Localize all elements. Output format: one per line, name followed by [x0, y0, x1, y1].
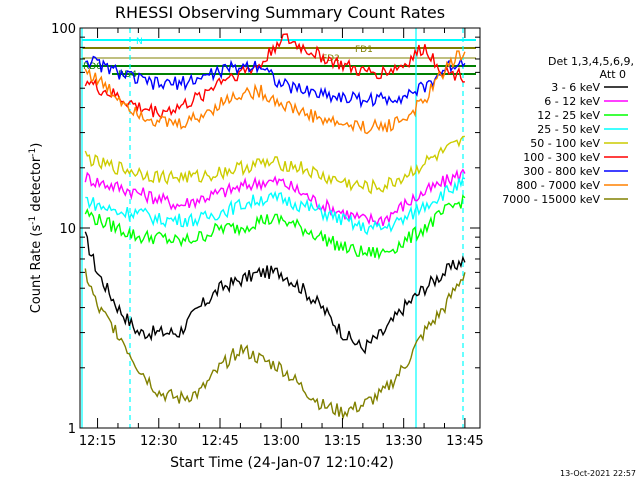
annotation-fd1: FD1: [355, 45, 373, 55]
x-tick-label: 12:45: [201, 434, 238, 449]
legend-label: 6 - 12 keV: [544, 95, 600, 108]
y-axis-label-close: ): [29, 143, 44, 148]
y-tick-label: 10: [59, 222, 76, 237]
legend-label: 100 - 300 keV: [523, 151, 600, 164]
series-line: [84, 268, 466, 421]
series-line: [84, 168, 466, 227]
annotation-n: N: [136, 37, 143, 47]
y-axis-label-main: Count Rate (s: [29, 225, 44, 314]
series-line: [85, 176, 466, 236]
annotation-rd4: RD4: [118, 70, 137, 80]
series-line: [84, 194, 466, 260]
legend-header-2: Att 0: [600, 68, 626, 81]
series-line: [84, 50, 466, 135]
y-tick-label: 100: [51, 22, 76, 37]
legend-label: 7000 - 15000 keV: [502, 193, 600, 206]
x-tick-label: 13:45: [446, 434, 483, 449]
series-group: [84, 33, 466, 421]
x-axis: 12:15 12:30 12:45 13:00 13:15 13:30 13:45: [79, 28, 484, 449]
x-tick-label: 13:30: [385, 434, 422, 449]
y-axis-label-sup: -1: [28, 216, 38, 225]
legend-label: 3 - 6 keV: [551, 81, 600, 94]
y-axis-label-sup2: -1: [28, 148, 38, 157]
legend-label: 25 - 50 keV: [537, 123, 600, 136]
x-tick-label: 12:30: [140, 434, 177, 449]
footer-timestamp: 13-Oct-2021 22:57: [560, 469, 636, 478]
series-line: [84, 33, 465, 120]
x-tick-label: 13:15: [324, 434, 361, 449]
y-tick-label: 1: [68, 422, 76, 437]
y-axis-label-tail: detector: [29, 156, 44, 216]
legend-label: 50 - 100 keV: [530, 137, 600, 150]
x-tick-label: 13:00: [262, 434, 299, 449]
series-line: [84, 135, 465, 195]
series-line: [84, 231, 466, 355]
chart-title: RHESSI Observing Summary Count Rates: [115, 3, 445, 22]
legend-label: 300 - 800 keV: [523, 165, 600, 178]
series-line: [85, 55, 466, 109]
y-axis: 1 10 100: [51, 22, 480, 437]
legend-header-1: Det 1,3,4,5,6,9,: [548, 55, 634, 68]
x-tick-label: 12:15: [79, 434, 116, 449]
legend-label: 800 - 7000 keV: [516, 179, 600, 192]
y-axis-label: Count Rate (s-1 detector-1): [28, 143, 44, 314]
legend-label: 12 - 25 keV: [537, 109, 600, 122]
x-axis-label: Start Time (24-Jan-07 12:10:42): [170, 455, 394, 471]
annotation-rd0: RD0: [83, 62, 102, 72]
